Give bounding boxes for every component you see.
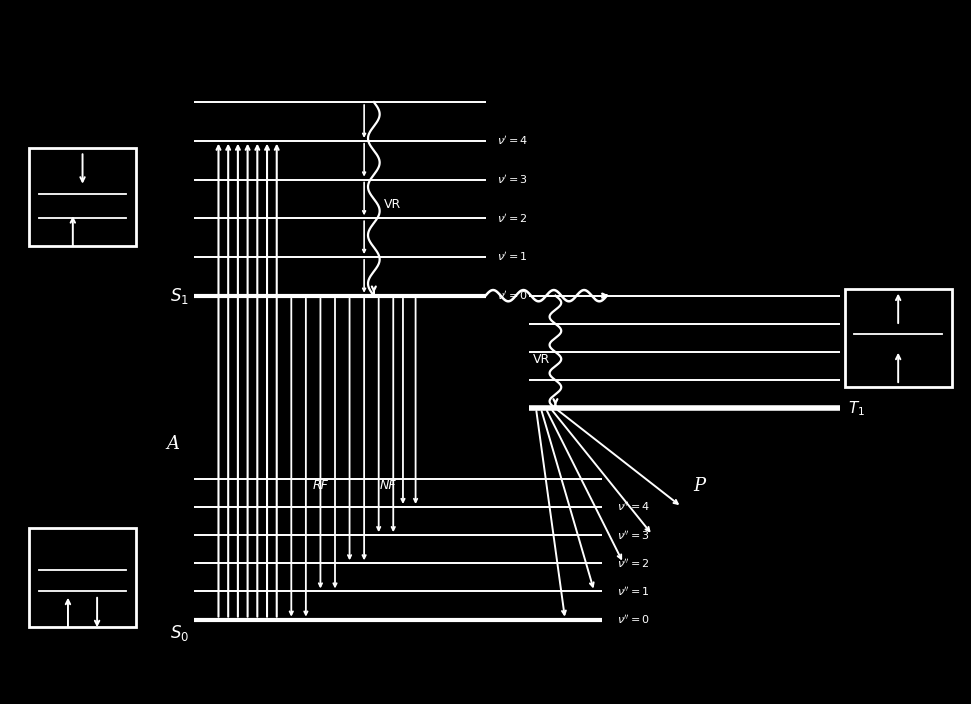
Text: P: P (693, 477, 705, 495)
Text: VR: VR (384, 198, 401, 210)
Text: $\nu''=3$: $\nu''=3$ (617, 529, 650, 541)
Text: $\nu'=3$: $\nu'=3$ (497, 173, 528, 186)
Bar (29, 528, 136, 627)
Text: RF: RF (313, 479, 328, 492)
Text: $\nu'=4$: $\nu'=4$ (497, 134, 528, 147)
Bar (29, 148, 136, 246)
Text: $T_1$: $T_1$ (848, 399, 865, 417)
Text: $\nu'=2$: $\nu'=2$ (497, 212, 528, 225)
Text: $S_0$: $S_0$ (170, 623, 189, 643)
Text: VR: VR (533, 353, 551, 365)
Text: $\nu''=4$: $\nu''=4$ (617, 501, 650, 513)
Text: $\nu''=1$: $\nu''=1$ (617, 585, 650, 598)
Text: $S_1$: $S_1$ (171, 286, 189, 306)
Bar (845, 289, 952, 387)
Text: A: A (167, 434, 180, 453)
Text: $\nu''=0$: $\nu''=0$ (617, 613, 650, 626)
Text: $\nu''=2$: $\nu''=2$ (617, 557, 650, 570)
Text: NF: NF (380, 479, 397, 492)
Text: $\nu'=0$: $\nu'=0$ (497, 289, 528, 302)
Text: $\nu'=1$: $\nu'=1$ (497, 251, 528, 263)
